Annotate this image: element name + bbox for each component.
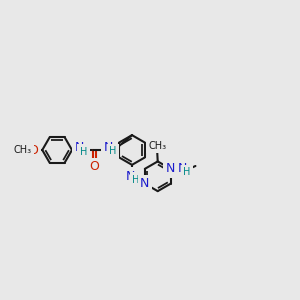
Text: N: N — [74, 141, 84, 154]
Text: N: N — [140, 177, 149, 190]
Text: O: O — [28, 143, 38, 157]
Text: O: O — [90, 160, 100, 173]
Text: N: N — [178, 162, 187, 175]
Text: H: H — [132, 175, 140, 185]
Text: N: N — [126, 170, 136, 183]
Text: N: N — [104, 141, 113, 154]
Text: CH₃: CH₃ — [148, 141, 166, 151]
Text: H: H — [110, 146, 117, 156]
Text: N: N — [166, 162, 175, 176]
Text: CH₃: CH₃ — [14, 145, 32, 155]
Text: H: H — [184, 167, 191, 177]
Text: H: H — [80, 147, 87, 157]
